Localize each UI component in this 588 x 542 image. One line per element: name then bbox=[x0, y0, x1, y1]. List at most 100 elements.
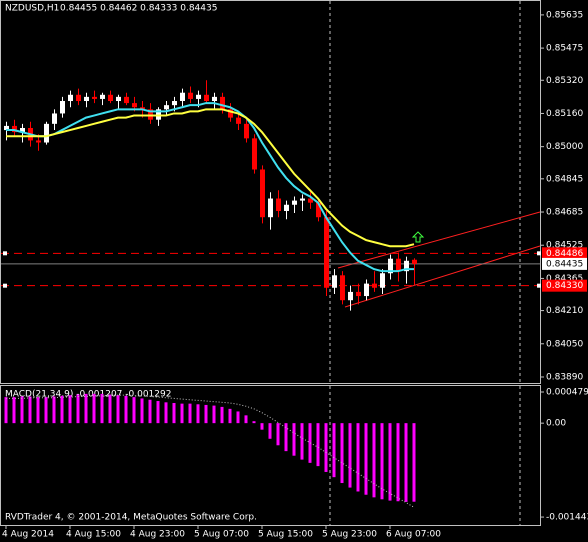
main-panel-frame bbox=[0, 0, 541, 384]
macd-bar bbox=[100, 393, 104, 424]
candle-body bbox=[12, 125, 17, 133]
candle-body bbox=[396, 258, 401, 272]
macd-bar bbox=[284, 423, 288, 452]
candle-body bbox=[132, 103, 137, 108]
macd-bar bbox=[84, 393, 88, 424]
candle-body bbox=[44, 123, 49, 143]
macd-bar bbox=[380, 423, 384, 500]
candle-body bbox=[300, 198, 305, 201]
macd-bar bbox=[308, 423, 312, 463]
macd-bar bbox=[316, 423, 320, 467]
level-label: 0.84486 bbox=[546, 249, 583, 259]
y-tick-label: 0.84525 bbox=[546, 241, 583, 251]
candle-body bbox=[276, 198, 281, 211]
candle-body bbox=[172, 101, 177, 106]
macd-bar bbox=[340, 423, 344, 484]
x-tick-label: 4 Aug 2014 bbox=[2, 530, 54, 540]
x-tick-label: 5 Aug 15:00 bbox=[258, 530, 313, 540]
candle-body bbox=[20, 127, 25, 133]
chart-title: NZDUSD,H1 bbox=[5, 4, 59, 14]
macd-bar bbox=[92, 393, 96, 424]
macd-bar bbox=[52, 396, 56, 424]
candle-body bbox=[412, 259, 417, 264]
candle-body bbox=[404, 260, 409, 272]
candle-body bbox=[220, 96, 225, 110]
last-price-box bbox=[542, 257, 587, 270]
candle-body bbox=[292, 200, 297, 205]
x-tick-label: 4 Aug 23:00 bbox=[130, 530, 185, 540]
macd-bar bbox=[244, 415, 248, 424]
candle-body bbox=[364, 283, 369, 297]
candle-body bbox=[188, 92, 193, 99]
candle-body bbox=[308, 198, 313, 203]
macd-bar bbox=[396, 423, 400, 502]
macd-bar bbox=[116, 395, 120, 424]
candle-body bbox=[52, 113, 57, 124]
y-tick-label: 0.84210 bbox=[546, 306, 583, 316]
last-price-label: 0.84435 bbox=[546, 259, 583, 269]
macd-bar bbox=[372, 423, 376, 498]
x-tick-label: 4 Aug 15:00 bbox=[66, 530, 121, 540]
candle-body bbox=[76, 94, 81, 102]
macd-bar bbox=[292, 423, 296, 456]
x-tick-label: 6 Aug 07:00 bbox=[386, 530, 441, 540]
macd-panel-frame bbox=[0, 385, 541, 526]
candle-body bbox=[92, 96, 97, 99]
macd-bar bbox=[68, 395, 72, 424]
candle-body bbox=[332, 275, 337, 288]
macd-bar bbox=[252, 421, 256, 424]
candle-body bbox=[156, 109, 161, 120]
period-separators bbox=[329, 1, 521, 525]
level-handle bbox=[537, 251, 541, 256]
macd-bar bbox=[324, 423, 328, 472]
macd-title: MACD(21,34,9) -0.001207 -0.001292 bbox=[5, 390, 171, 400]
candle-body bbox=[148, 109, 153, 120]
level-label-box bbox=[542, 247, 587, 260]
macd-bar bbox=[204, 404, 208, 424]
macd-bar bbox=[140, 398, 144, 424]
candle-body bbox=[228, 109, 233, 118]
macd-bar bbox=[364, 423, 368, 495]
arrow-marker bbox=[411, 231, 425, 243]
y-tick-label: 0.84685 bbox=[546, 208, 583, 218]
candle-body bbox=[316, 202, 321, 218]
macd-bar bbox=[148, 399, 152, 424]
macd-bar bbox=[108, 394, 112, 424]
macd-bar bbox=[124, 395, 128, 424]
macd-bar bbox=[12, 397, 16, 424]
candle-body bbox=[244, 123, 249, 139]
channel bbox=[337, 211, 541, 308]
candle-body bbox=[372, 283, 377, 288]
candle-body bbox=[100, 94, 105, 99]
candle-body bbox=[236, 117, 241, 124]
candle-body bbox=[60, 101, 65, 114]
candle-body bbox=[356, 291, 361, 297]
y-tick-label: 0.85475 bbox=[546, 44, 583, 54]
candle-body bbox=[252, 138, 257, 170]
macd-bar bbox=[28, 396, 32, 424]
macd-bar bbox=[228, 408, 232, 424]
macd-bar bbox=[156, 401, 160, 424]
moving-average bbox=[6, 108, 415, 248]
macd-bar bbox=[412, 423, 416, 502]
candle-body bbox=[164, 105, 169, 110]
y-tick-label: 0.84365 bbox=[546, 274, 583, 284]
y-tick-label: 0.83890 bbox=[546, 372, 583, 382]
candle-body bbox=[36, 140, 41, 143]
channel-lower bbox=[344, 245, 541, 308]
macd-bar bbox=[300, 423, 304, 460]
y-tick-label: 0.85000 bbox=[546, 142, 583, 152]
x-tick-label: 5 Aug 07:00 bbox=[194, 530, 249, 540]
ohlc-readout: 0.84455 0.84462 0.84333 0.84435 bbox=[60, 4, 217, 14]
macd-bar bbox=[236, 411, 240, 424]
macd-bar bbox=[356, 423, 360, 492]
y-tick-label: -0.001443 bbox=[546, 513, 588, 523]
macd-bar bbox=[220, 406, 224, 424]
macd-bar bbox=[404, 423, 408, 502]
level-label: 0.84330 bbox=[546, 281, 583, 291]
macd-bar bbox=[260, 423, 264, 430]
macd-bar bbox=[164, 402, 168, 424]
candle-body bbox=[212, 96, 217, 102]
copyright: RVDTrader 4, © 2001-2014, MetaQuotes Sof… bbox=[5, 513, 257, 523]
